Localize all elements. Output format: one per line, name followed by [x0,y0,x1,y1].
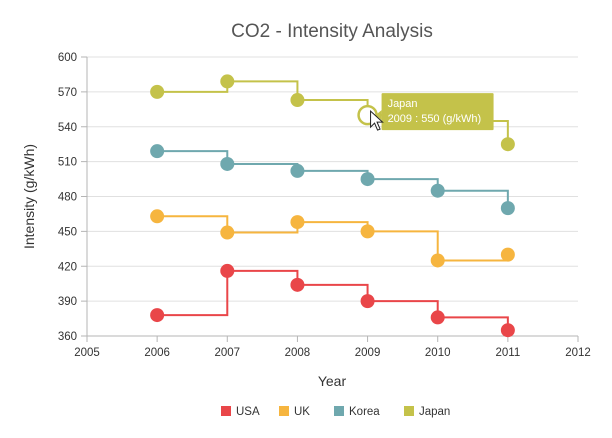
tooltip: Japan 2009 : 550 (g/kWh) [370,93,494,131]
legend: USA UK Korea Japan [221,406,450,418]
x-tick-label: 2006 [144,347,170,359]
usa-point[interactable] [360,294,375,309]
korea-step-segment [297,169,369,180]
y-tick-label: 510 [58,157,77,169]
japan-step-segment [157,81,229,93]
uk-point[interactable] [150,209,165,224]
series-layer [150,74,515,338]
y-axis-ticks: 360 390 420 450 480 510 540 570 600 [58,52,87,343]
tooltip-series-name: Japan [388,98,418,110]
usa-point[interactable] [500,323,515,338]
uk-point[interactable] [220,225,235,240]
x-axis-ticks: 2005 2006 2007 2008 2009 2010 2011 2012 [74,336,591,359]
legend-item-usa[interactable]: USA [221,406,260,418]
usa-point[interactable] [430,310,445,325]
japan-step-segment [297,99,369,116]
korea-point[interactable] [150,144,165,159]
uk-point[interactable] [290,215,305,230]
japan-point[interactable] [500,137,515,152]
legend-swatch-uk [279,406,289,416]
japan-point[interactable] [150,84,165,99]
series-usa [150,263,515,338]
tooltip-value: 2009 : 550 (g/kWh) [388,113,482,125]
korea-point[interactable] [220,156,235,171]
legend-item-japan[interactable]: Japan [404,406,450,418]
usa-step-segment [367,300,439,318]
x-tick-label: 2005 [74,347,100,359]
uk-step-segment [157,215,229,233]
usa-step-segment [437,316,509,331]
x-tick-label: 2008 [285,347,311,359]
tooltip-box [381,93,494,131]
y-tick-label: 480 [58,192,77,204]
korea-point[interactable] [500,201,515,216]
gridlines [87,56,578,337]
y-tick-label: 450 [58,226,77,238]
legend-label-japan: Japan [419,406,450,418]
korea-point[interactable] [430,183,445,198]
x-tick-label: 2007 [214,347,240,359]
japan-step-segment [227,80,299,101]
legend-swatch-japan [404,406,414,416]
korea-step-segment [367,178,439,191]
x-tick-label: 2010 [425,347,451,359]
series-uk [150,209,515,268]
uk-point[interactable] [500,247,515,262]
x-tick-label: 2012 [565,347,591,359]
y-tick-label: 420 [58,261,77,273]
usa-step-segment [227,269,299,285]
y-tick-label: 360 [58,331,77,343]
chart-title: CO2 - Intensity Analysis [231,21,433,42]
x-tick-label: 2011 [495,347,520,359]
series-korea [150,144,515,216]
y-tick-label: 570 [58,87,77,99]
x-tick-label: 2009 [355,347,381,359]
usa-step-segment [157,270,229,317]
uk-step-segment [437,254,509,262]
uk-point[interactable] [430,253,445,268]
y-tick-label: 390 [58,296,77,308]
korea-point[interactable] [360,172,375,187]
usa-point[interactable] [150,308,165,323]
korea-point[interactable] [290,163,305,178]
tooltip-pointer [375,110,382,121]
x-axis-title: Year [318,373,347,389]
legend-item-korea[interactable]: Korea [334,406,380,418]
legend-label-usa: USA [236,406,260,418]
legend-swatch-usa [221,406,231,416]
usa-point[interactable] [220,263,235,278]
usa-point[interactable] [290,277,305,292]
japan-point[interactable] [220,74,235,89]
legend-item-uk[interactable]: UK [279,406,310,418]
japan-point[interactable] [290,93,305,108]
legend-label-korea: Korea [349,406,380,418]
uk-point[interactable] [360,224,375,239]
korea-step-segment [437,189,509,209]
mouse-cursor-icon [370,109,384,131]
legend-swatch-korea [334,406,344,416]
usa-step-segment [297,283,369,302]
uk-step-segment [297,221,369,232]
uk-step-segment [367,230,439,261]
y-tick-label: 540 [58,122,77,134]
legend-label-uk: UK [294,406,310,418]
y-axis-title: Intensity (g/kWh) [21,144,37,249]
korea-step-segment [227,162,299,171]
y-tick-label: 600 [58,52,77,64]
